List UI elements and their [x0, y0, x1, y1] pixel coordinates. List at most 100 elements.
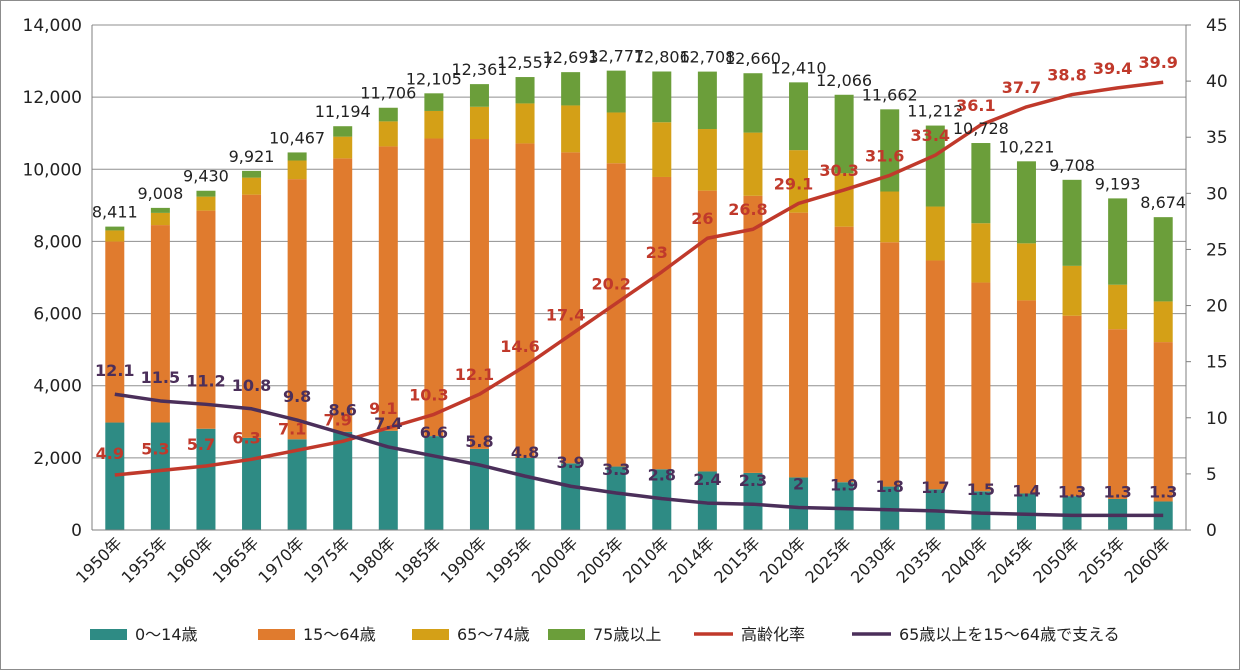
legend: 0～14歳 15～64歳 65～74歳 75歳以上 高齢化率 65歳以上を15～64歳で支… [90, 625, 1120, 644]
bar-segment [515, 143, 535, 458]
bar-segment [1062, 179, 1082, 266]
grid-lines [92, 24, 1186, 459]
aging-rate-label: 30.3 [819, 161, 858, 180]
legend-label: 75歳以上 [593, 625, 661, 644]
legend-label: 0～14歳 [135, 625, 198, 644]
x-tick-label: 1960年 [163, 533, 217, 587]
bar-segment [834, 226, 854, 483]
x-tick-label: 2025年 [801, 533, 855, 587]
y-tick-label: 0 [71, 521, 82, 541]
bar-segment [1062, 315, 1082, 497]
bar-segment [1016, 493, 1036, 530]
bar-segment [1062, 265, 1082, 316]
bar-segment [834, 173, 854, 227]
legend-item: 65歳以上を15～64歳で支える [852, 625, 1120, 644]
bar-segment [378, 430, 398, 530]
bar-segment [150, 212, 170, 226]
legend-label: 15～64歳 [303, 625, 376, 644]
total-data-label: 10,728 [953, 119, 1009, 138]
x-tick-label: 1950年 [72, 533, 126, 587]
total-data-label: 11,662 [862, 85, 918, 104]
support-ratio-label: 5.8 [465, 432, 493, 451]
bar-segment [469, 84, 489, 107]
total-data-label: 12,066 [816, 71, 872, 90]
bar-segment [743, 472, 763, 530]
bar-segment [880, 191, 900, 243]
aging-rate-label: 5.7 [187, 435, 215, 454]
bar-segment [196, 196, 216, 211]
support-ratio-label: 3.9 [556, 453, 584, 472]
bar-segment [652, 176, 672, 470]
x-tick-label: 1990年 [437, 533, 491, 587]
bar-segment [925, 125, 945, 207]
label-layer: 8,4119,0089,4309,92110,46711,19411,70612… [92, 47, 1186, 502]
x-tick-label: 2050年 [1029, 533, 1083, 587]
support-ratio-label: 7.4 [374, 414, 402, 433]
y-tick-label: 2,000 [33, 449, 82, 469]
aging-rate-label: 7.1 [278, 419, 306, 438]
bar-segment [196, 190, 216, 197]
total-data-label: 8,674 [1140, 193, 1186, 212]
bar-segment [105, 226, 125, 231]
x-tick-label: 1955年 [118, 533, 172, 587]
bar-segment [150, 225, 170, 423]
support-ratio-label: 4.8 [511, 443, 539, 462]
series-line [114, 80, 1164, 477]
support-ratio-label: 12.1 [95, 361, 134, 380]
x-tick-label: 1975年 [300, 533, 354, 587]
legend-item: 65～74歳 [412, 625, 530, 644]
aging-rate-label: 10.3 [409, 385, 448, 404]
x-tick-label: 2015年 [710, 533, 764, 587]
bar-segment [287, 160, 307, 180]
support-ratio-label: 2.4 [693, 470, 721, 489]
y2-tick-label: 10 [1206, 409, 1228, 429]
bar-segment [469, 106, 489, 140]
bar-segment [697, 71, 717, 130]
bar-segment [1108, 284, 1128, 330]
y-tick-label: 10,000 [23, 160, 82, 180]
support-ratio-label: 2.8 [648, 466, 676, 485]
line-layer [114, 80, 1164, 518]
bar-segment [1016, 161, 1036, 244]
x-tick-label: 2010年 [619, 533, 673, 587]
legend-label: 65～74歳 [457, 625, 530, 644]
legend-swatch [90, 629, 127, 640]
total-data-label: 9,708 [1049, 156, 1095, 175]
total-data-label: 9,008 [137, 184, 183, 203]
bar-segment [378, 146, 398, 431]
total-data-label: 12,410 [771, 58, 827, 77]
aging-rate-label: 12.1 [455, 365, 494, 384]
bar-segment [1016, 300, 1036, 494]
support-ratio-label: 1.8 [876, 477, 904, 496]
bar-segment [105, 422, 125, 530]
bar-segment [561, 463, 581, 530]
support-ratio-label: 11.2 [186, 371, 225, 390]
legend-label: 高齢化率 [741, 625, 805, 644]
total-data-label: 12,708 [679, 48, 735, 67]
bar-segment [743, 132, 763, 196]
bar-segment [196, 210, 216, 429]
x-tick-label: 1995年 [482, 533, 536, 587]
y2-tick-label: 5 [1206, 465, 1217, 485]
aging-rate-label: 5.3 [141, 440, 169, 459]
bar-segment [789, 82, 809, 151]
bar-segment [561, 105, 581, 153]
bar-segment [333, 136, 353, 159]
bar-segment [242, 194, 262, 438]
bar-segment [105, 241, 125, 423]
bar-segment [150, 207, 170, 213]
bar-segment [242, 437, 262, 530]
x-tick-label: 2000年 [528, 533, 582, 587]
y2-tick-label: 35 [1206, 128, 1228, 148]
aging-rate-label: 17.4 [546, 306, 585, 325]
bar-segment [971, 282, 991, 492]
support-ratio-label: 1.7 [921, 478, 949, 497]
bar-segment [561, 152, 581, 464]
bar-segment [1153, 342, 1173, 502]
bar-segment [606, 112, 626, 164]
bar-segment [925, 260, 945, 490]
bar-segment [697, 471, 717, 530]
total-data-label: 9,921 [229, 147, 275, 166]
aging-rate-label: 36.1 [956, 96, 995, 115]
